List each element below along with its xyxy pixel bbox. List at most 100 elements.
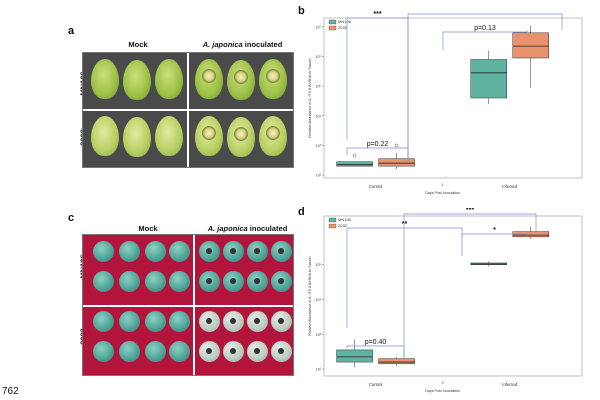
leaf-lesioned [195,116,223,156]
legend-label: MN106 [338,19,352,24]
leaf-disc [93,341,114,362]
significance-bracket [346,345,405,360]
legend-swatch [328,217,337,223]
photo-divider-horizontal [83,305,293,307]
leaf-disc [93,311,114,332]
lesion-dot [206,248,212,254]
y-tick-label: 10⁷ [316,25,322,29]
leaf-disc-inoculated [223,271,244,292]
leaf-disc [169,241,190,262]
significance-bracket [403,213,537,358]
lesion-dot [230,348,236,354]
leaf-lesioned [259,59,287,99]
lesion [234,70,248,84]
significance-label: p=0.13 [474,25,496,32]
leaf [123,60,151,100]
lesion-dot [278,348,284,354]
leaf-disc-inoculated [271,341,292,362]
x-axis-label: Days Post Inoculation [425,191,460,195]
leaf-disc [145,341,166,362]
significance-bracket [461,233,528,256]
leaf-disc [119,311,140,332]
x-axis-label: Days Post Inoculation [425,389,460,393]
leaf [123,117,151,157]
lesion-dot [230,248,236,254]
panel-letter-b: b [298,5,305,17]
legend-swatch [328,223,337,229]
y-tick-label: 10⁴ [315,114,321,118]
leaf [91,59,119,99]
box [336,349,373,363]
leaf-disc [119,241,140,262]
col-header-mock-c: Mock [138,224,158,233]
outlier-point [352,154,357,158]
legend-label: 2032 [338,25,348,30]
leaf-disc [169,311,190,332]
lesion [266,126,280,140]
leaf [155,116,183,156]
leaf-disc [93,241,114,262]
col-header-mock-a: Mock [128,40,148,49]
significance-label: *** [373,11,381,18]
lesion [234,127,248,141]
lesion-dot [278,318,284,324]
significance-bracket [346,147,409,162]
panel-letter-a: a [68,25,75,37]
y-tick-label: 10⁶ [316,55,322,59]
lesion-dot [206,318,212,324]
leaf-disc-inoculated [247,341,268,362]
significance-bracket [346,227,463,328]
y-tick-label: 10⁴ [315,298,321,302]
inoculated-word: inoculated [247,224,288,233]
x-tick-label-mid: 1 [442,183,444,187]
significance-label: *** [466,208,474,214]
lesion-dot [206,278,212,284]
y-tick-label: 10² [316,174,322,178]
leaf-disc-inoculated [271,241,292,262]
leaf-lesioned [195,59,223,99]
leaf-disc-inoculated [271,271,292,292]
col-header-inoculated-a: A. japonica inoculated [195,40,290,49]
leaf-disc-inoculated [199,241,220,262]
y-tick-label: 10⁵ [316,85,322,89]
leaf-disc [119,341,140,362]
lesion-dot [254,348,260,354]
leaf-disc-inoculated [271,311,292,332]
leaf-disc [119,271,140,292]
leaf-disc-inoculated [247,271,268,292]
chart-b: 10⁷ 10⁶ 10⁵ 10⁴ 10³ 10² Relative Abundance of … [308,10,583,195]
box [378,158,415,167]
chart-d: 10⁵ 10⁴ 10³ 10² Relative Abundance of A. ITS… [308,208,583,393]
legend-label: 2032 [338,223,348,228]
leaf-disc [169,341,190,362]
leaf-disc-inoculated [199,341,220,362]
species-name: A. japonica [202,40,243,49]
leaf [155,59,183,99]
significance-label: *** [491,10,499,14]
leaf-disc-inoculated [223,311,244,332]
box [512,32,550,59]
lesion-dot [230,278,236,284]
species-name: A. japonica [207,224,248,233]
photo-divider-horizontal [83,109,293,111]
plot-frame [323,215,583,377]
leaf [91,116,119,156]
photo-leaves-a [82,52,294,168]
significance-bracket [407,13,563,162]
box [336,161,373,167]
lesion-dot [278,278,284,284]
leaf-disc-inoculated [199,271,220,292]
significance-label: p=0.22 [367,141,389,148]
x-tick-label-infected: Infected [502,184,518,189]
lesion-dot [254,248,260,254]
box [378,358,415,365]
lesion-dot [278,248,284,254]
y-tick-label: 10² [316,368,322,372]
figure-id: 762 [2,386,19,397]
y-axis-label: Relative Abundance of A. ITS 8 B/rRNA to… [308,256,312,335]
leaf-disc-inoculated [247,311,268,332]
legend-swatch [328,25,337,31]
lesion-dot [206,348,212,354]
y-axis-label: Relative Abundance of A. ITS 8 B/rRNA to… [308,58,312,137]
panel-letter-d: d [298,206,305,218]
